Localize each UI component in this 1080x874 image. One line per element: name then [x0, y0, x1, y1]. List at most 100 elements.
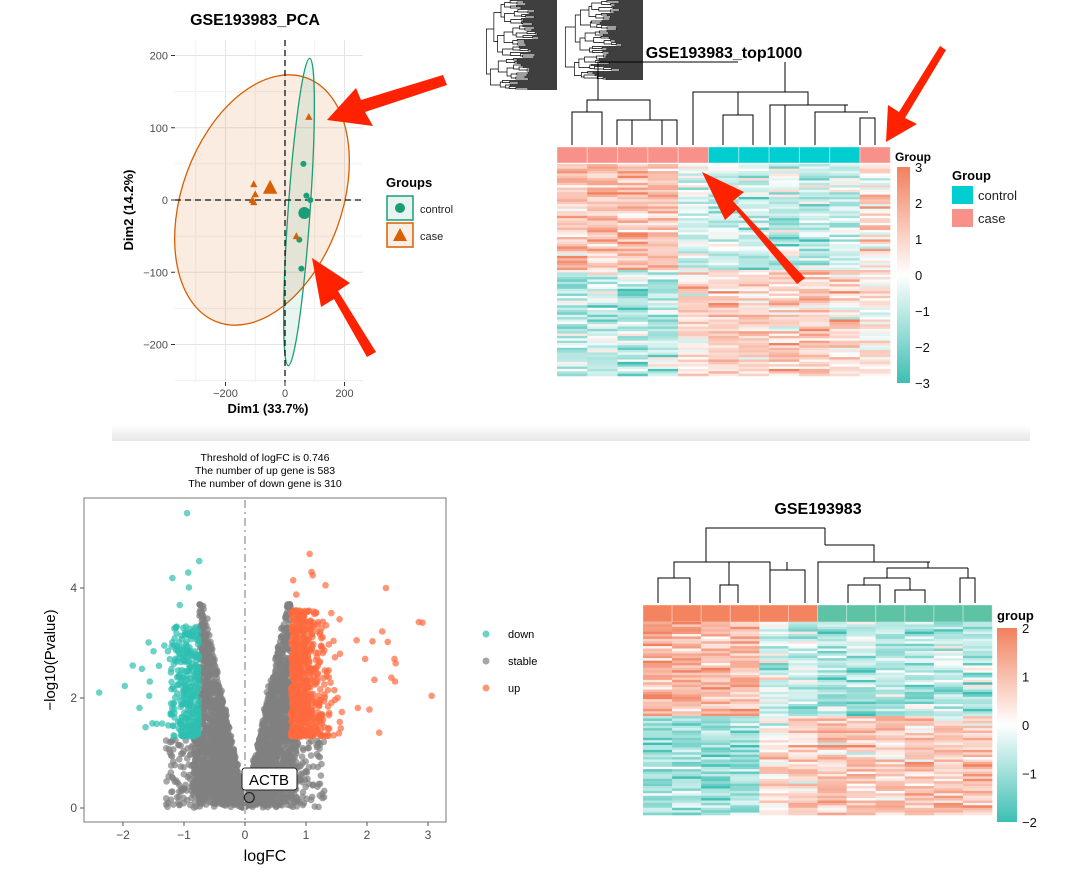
legend-label-control: control	[420, 204, 453, 216]
heatmap-cell	[647, 310, 679, 313]
heatmap-cell	[647, 237, 679, 240]
heatmap-cell	[799, 321, 830, 325]
heatmap-cell	[587, 229, 618, 233]
volcano-subtitle-2: The number of up gene is 583	[195, 465, 335, 477]
heatmap-cell	[799, 272, 830, 276]
row-dendrogram-branch	[517, 9, 557, 13]
row-dendrogram-branch	[509, 81, 557, 84]
heatmap-cell	[799, 300, 830, 304]
heatmap-cell	[738, 173, 770, 177]
heatmap-cell	[557, 326, 588, 330]
heatmap-cell	[617, 182, 649, 186]
heatmap-cell	[587, 291, 618, 294]
up-point	[325, 711, 333, 719]
heatmap-cell	[587, 361, 618, 365]
heatmap-cell	[647, 326, 679, 330]
heatmap-cell	[859, 225, 891, 228]
heatmap-cell	[829, 326, 861, 330]
heatmap-cell	[738, 237, 770, 240]
heatmap-cell	[708, 368, 739, 372]
heatmap-cell	[678, 335, 709, 339]
heatmap-cell	[768, 204, 800, 207]
heatmap-cell	[738, 371, 770, 374]
heatmap-cell	[708, 328, 739, 332]
heatmap-cell	[768, 314, 800, 318]
heatmap-cell	[647, 312, 679, 316]
heatmap-cell	[738, 343, 770, 346]
down-point	[161, 642, 168, 649]
heatmap-cell	[708, 175, 739, 179]
heatmap-cell	[647, 373, 679, 377]
heatmap-cell	[799, 234, 830, 238]
heatmap-cell	[738, 347, 770, 351]
down-point	[170, 699, 178, 707]
heatmap-cell	[799, 194, 830, 198]
heatmap-cell	[557, 352, 588, 356]
heatmap-cell	[557, 239, 588, 243]
heatmap-cell	[768, 270, 800, 273]
heatmap-cell	[557, 368, 588, 372]
row-dendrogram-branch	[530, 50, 557, 52]
heatmap-cell	[799, 246, 830, 250]
heatmap-cell	[617, 234, 649, 238]
heatmap-cell	[587, 199, 618, 202]
heatmap-cell	[738, 265, 770, 268]
down-point	[188, 682, 196, 690]
heatmap-cell	[738, 255, 770, 259]
heatmap-cell	[829, 260, 861, 264]
heatmap-cell	[859, 248, 891, 252]
heatmap-cell	[678, 331, 709, 334]
heatmap-cell	[617, 229, 649, 233]
heatmap-cell	[617, 310, 649, 313]
heatmap-cell	[829, 310, 861, 313]
heatmap-cell	[647, 260, 679, 264]
heatmap-cell	[678, 227, 709, 231]
heatmap-cell	[678, 171, 709, 174]
heatmap-cell	[678, 321, 709, 325]
heatmap-cell	[678, 307, 709, 311]
heatmap-cell	[617, 328, 649, 332]
heatmap-cell	[859, 251, 891, 254]
heatmap-cell	[647, 173, 679, 177]
heatmap-cell	[738, 288, 770, 292]
heatmap-cell	[587, 298, 618, 301]
heatmap-cell	[647, 272, 679, 276]
heatmap-cell	[647, 229, 679, 233]
heatmap-cell	[768, 307, 800, 311]
color-scale-tick: 1	[915, 232, 922, 247]
heatmap-cell	[587, 286, 618, 290]
color-scale-tick: −3	[915, 376, 930, 391]
row-dendrogram-branch	[513, 58, 557, 61]
heatmap-cell	[799, 229, 830, 233]
heatmap-cell	[829, 319, 861, 323]
heatmap-cell	[859, 319, 891, 323]
heatmap-cell	[678, 352, 709, 356]
heatmap-cell	[678, 270, 709, 273]
stable-point	[206, 717, 214, 724]
down-point	[188, 732, 195, 739]
heatmap-cell	[829, 352, 861, 356]
volcano-plot: Threshold of logFC is 0.746 The number o…	[42, 452, 537, 865]
heatmap-cell	[557, 317, 588, 320]
heatmap-cell	[708, 286, 739, 290]
heatmap-cell	[799, 265, 830, 268]
heatmap-cell	[799, 314, 830, 318]
row-dendrogram-branch	[503, 31, 513, 43]
up-point	[324, 703, 332, 710]
heatmap-cell	[647, 340, 679, 344]
heatmap-cell	[678, 288, 709, 292]
row-dendrogram-branch	[516, 72, 529, 76]
heatmap-cell	[738, 220, 770, 224]
heatmap-cell	[587, 354, 618, 358]
row-dendrogram-branch	[515, 87, 557, 90]
column-dendrogram-branch	[769, 104, 800, 145]
stable-point	[180, 764, 187, 771]
down-point	[189, 630, 196, 638]
heatmap-cell	[738, 300, 770, 304]
heatmap-cell	[859, 284, 891, 287]
heatmap-cell	[859, 354, 891, 358]
heatmap-cell	[557, 265, 588, 268]
heatmap-cell	[557, 314, 588, 318]
heatmap-cell	[738, 357, 770, 360]
